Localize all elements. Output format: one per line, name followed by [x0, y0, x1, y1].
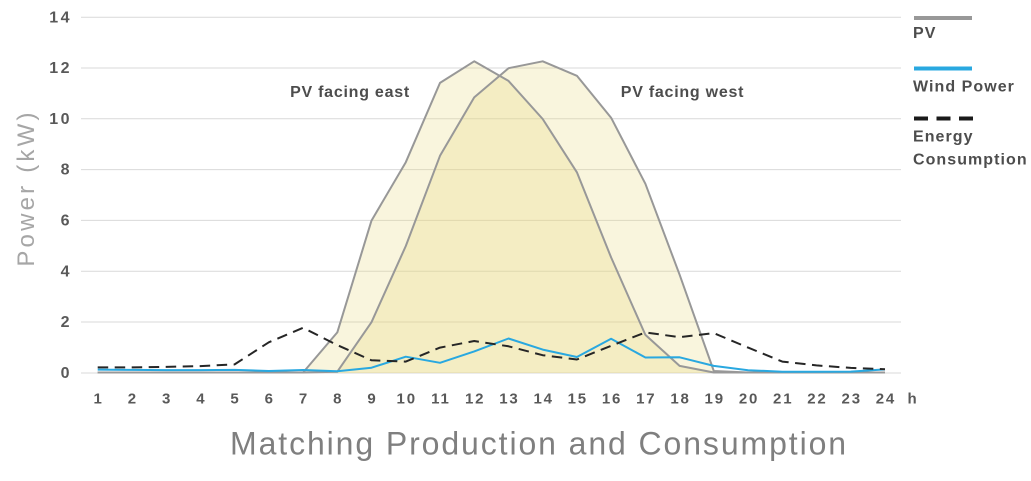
svg-text:21: 21: [773, 391, 793, 408]
svg-text:9: 9: [367, 391, 377, 408]
svg-text:11: 11: [431, 391, 450, 408]
svg-text:7: 7: [299, 391, 309, 408]
svg-text:5: 5: [230, 391, 240, 408]
svg-text:20: 20: [739, 391, 759, 408]
svg-text:Wind Power: Wind Power: [913, 79, 1015, 96]
svg-text:0: 0: [61, 365, 72, 382]
svg-text:Consumption: Consumption: [913, 152, 1028, 169]
svg-text:h: h: [908, 391, 919, 408]
svg-text:18: 18: [670, 391, 690, 408]
svg-text:13: 13: [499, 391, 519, 408]
svg-text:Power (kW): Power (kW): [13, 109, 40, 266]
svg-text:2: 2: [61, 314, 72, 331]
svg-text:4: 4: [61, 263, 72, 280]
svg-text:PV: PV: [913, 25, 936, 42]
svg-text:17: 17: [636, 391, 656, 408]
svg-text:6: 6: [61, 213, 72, 230]
svg-text:14: 14: [49, 9, 72, 26]
svg-text:6: 6: [265, 391, 275, 408]
svg-text:24: 24: [876, 391, 896, 408]
svg-text:Matching Production and Consum: Matching Production and Consumption: [230, 426, 848, 462]
svg-text:16: 16: [602, 391, 622, 408]
svg-text:3: 3: [162, 391, 172, 408]
svg-text:PV facing east: PV facing east: [290, 84, 410, 101]
svg-text:PV facing west: PV facing west: [621, 84, 744, 101]
svg-text:22: 22: [807, 391, 827, 408]
svg-text:19: 19: [705, 391, 725, 408]
svg-text:8: 8: [333, 391, 343, 408]
svg-text:4: 4: [196, 391, 206, 408]
svg-text:10: 10: [49, 111, 72, 128]
svg-text:12: 12: [49, 60, 72, 77]
svg-text:23: 23: [842, 391, 862, 408]
svg-text:15: 15: [568, 391, 588, 408]
svg-text:8: 8: [61, 162, 72, 179]
svg-text:Energy: Energy: [913, 129, 974, 146]
svg-text:10: 10: [397, 391, 417, 408]
svg-text:14: 14: [533, 391, 553, 408]
svg-text:12: 12: [465, 391, 485, 408]
svg-text:2: 2: [128, 391, 138, 408]
svg-text:1: 1: [94, 391, 104, 408]
